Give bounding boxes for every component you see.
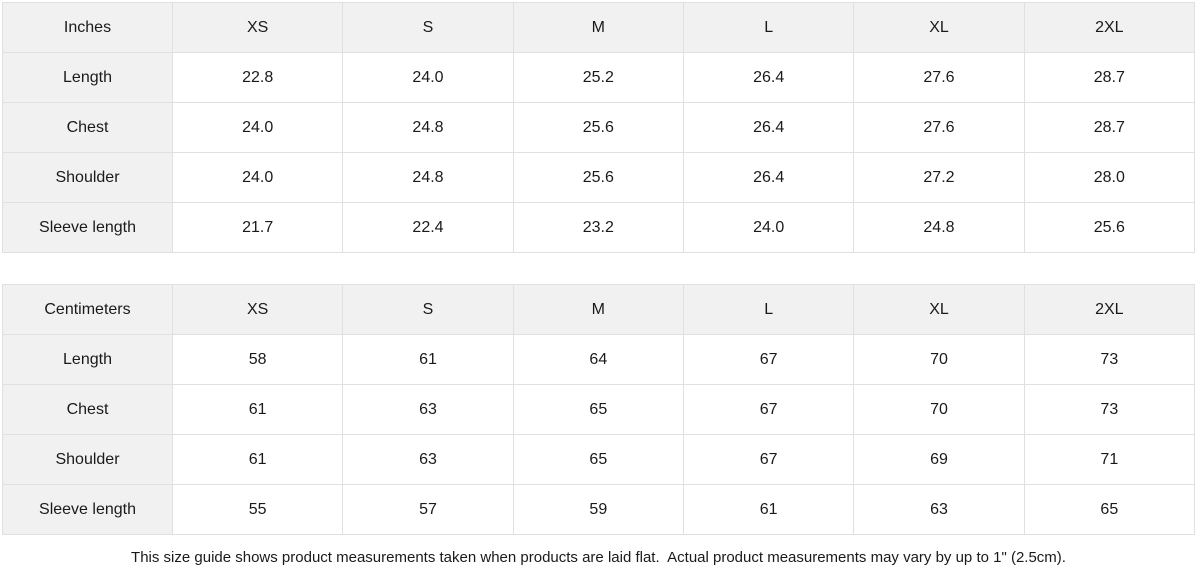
measurement-value-cell: 27.6 <box>853 102 1025 153</box>
size-header-cell: S <box>342 284 514 335</box>
measurement-value-cell: 24.8 <box>342 152 514 203</box>
measurement-value-cell: 67 <box>682 434 855 485</box>
measurement-value-cell: 64 <box>512 334 684 385</box>
size-header-cell: XL <box>853 284 1025 335</box>
size-header-cell: S <box>342 2 514 53</box>
measurement-value-cell: 58 <box>171 334 344 385</box>
measurement-value-cell: 73 <box>1023 334 1196 385</box>
measurement-value-cell: 25.2 <box>512 52 684 103</box>
size-header-cell: 2XL <box>1023 284 1196 335</box>
table-row: Chest 61 63 65 67 70 73 <box>2 384 1196 435</box>
measurement-value-cell: 59 <box>512 484 684 535</box>
measurement-value-cell: 24.8 <box>342 102 514 153</box>
measurement-value-cell: 63 <box>342 384 514 435</box>
table-row: Length 58 61 64 67 70 73 <box>2 334 1196 385</box>
measurement-value-cell: 61 <box>682 484 855 535</box>
measurement-label-cell: Length <box>2 52 173 103</box>
measurement-value-cell: 25.6 <box>1023 202 1196 253</box>
size-table-centimeters: Centimeters XS S M L XL 2XL Length 58 61… <box>2 284 1196 535</box>
measurement-value-cell: 26.4 <box>682 102 855 153</box>
measurement-label-cell: Sleeve length <box>2 202 173 253</box>
measurement-value-cell: 67 <box>682 384 855 435</box>
size-header-cell: M <box>512 284 684 335</box>
measurement-value-cell: 26.4 <box>682 52 855 103</box>
measurement-value-cell: 61 <box>342 334 514 385</box>
measurement-value-cell: 27.2 <box>853 152 1025 203</box>
measurement-value-cell: 67 <box>682 334 855 385</box>
size-header-cell: L <box>682 284 855 335</box>
measurement-value-cell: 61 <box>171 434 344 485</box>
table-row: Sleeve length 55 57 59 61 63 65 <box>2 484 1196 535</box>
measurement-value-cell: 26.4 <box>682 152 855 203</box>
measurement-value-cell: 55 <box>171 484 344 535</box>
measurement-label-cell: Chest <box>2 102 173 153</box>
size-header-cell: 2XL <box>1023 2 1196 53</box>
table-row: Sleeve length 21.7 22.4 23.2 24.0 24.8 2… <box>2 202 1196 253</box>
measurement-label-cell: Shoulder <box>2 434 173 485</box>
table-row: Length 22.8 24.0 25.2 26.4 27.6 28.7 <box>2 52 1196 103</box>
size-table-inches: Inches XS S M L XL 2XL Length 22.8 24.0 … <box>2 2 1196 253</box>
measurement-value-cell: 57 <box>342 484 514 535</box>
table-row: Shoulder 61 63 65 67 69 71 <box>2 434 1196 485</box>
size-guide-note: This size guide shows product measuremen… <box>131 549 1066 566</box>
measurement-value-cell: 27.6 <box>853 52 1025 103</box>
measurement-value-cell: 25.6 <box>512 152 684 203</box>
measurement-value-cell: 28.7 <box>1023 52 1196 103</box>
unit-header-cell: Centimeters <box>2 284 173 335</box>
table-spacer <box>2 253 1195 284</box>
measurement-label-cell: Sleeve length <box>2 484 173 535</box>
size-header-cell: XS <box>171 284 344 335</box>
measurement-value-cell: 24.0 <box>342 52 514 103</box>
measurement-value-cell: 63 <box>342 434 514 485</box>
centimeters-header-row: Centimeters XS S M L XL 2XL <box>2 284 1196 335</box>
size-header-cell: XL <box>853 2 1025 53</box>
measurement-value-cell: 65 <box>512 384 684 435</box>
unit-header-cell: Inches <box>2 2 173 53</box>
measurement-value-cell: 24.8 <box>853 202 1025 253</box>
size-header-cell: L <box>682 2 855 53</box>
measurement-value-cell: 70 <box>853 334 1025 385</box>
measurement-value-cell: 65 <box>512 434 684 485</box>
measurement-value-cell: 71 <box>1023 434 1196 485</box>
measurement-value-cell: 24.0 <box>682 202 855 253</box>
measurement-value-cell: 28.7 <box>1023 102 1196 153</box>
measurement-value-cell: 24.0 <box>171 102 344 153</box>
measurement-value-cell: 24.0 <box>171 152 344 203</box>
inches-header-row: Inches XS S M L XL 2XL <box>2 2 1196 53</box>
measurement-value-cell: 22.8 <box>171 52 344 103</box>
measurement-label-cell: Chest <box>2 384 173 435</box>
size-header-cell: M <box>512 2 684 53</box>
measurement-value-cell: 61 <box>171 384 344 435</box>
measurement-label-cell: Length <box>2 334 173 385</box>
table-row: Chest 24.0 24.8 25.6 26.4 27.6 28.7 <box>2 102 1196 153</box>
measurement-value-cell: 69 <box>853 434 1025 485</box>
measurement-value-cell: 63 <box>853 484 1025 535</box>
measurement-value-cell: 65 <box>1023 484 1196 535</box>
measurement-value-cell: 70 <box>853 384 1025 435</box>
measurement-value-cell: 22.4 <box>342 202 514 253</box>
measurement-value-cell: 21.7 <box>171 202 344 253</box>
measurement-value-cell: 23.2 <box>512 202 684 253</box>
measurement-value-cell: 73 <box>1023 384 1196 435</box>
measurement-label-cell: Shoulder <box>2 152 173 203</box>
size-header-cell: XS <box>171 2 344 53</box>
measurement-value-cell: 28.0 <box>1023 152 1196 203</box>
measurement-value-cell: 25.6 <box>512 102 684 153</box>
table-row: Shoulder 24.0 24.8 25.6 26.4 27.2 28.0 <box>2 152 1196 203</box>
